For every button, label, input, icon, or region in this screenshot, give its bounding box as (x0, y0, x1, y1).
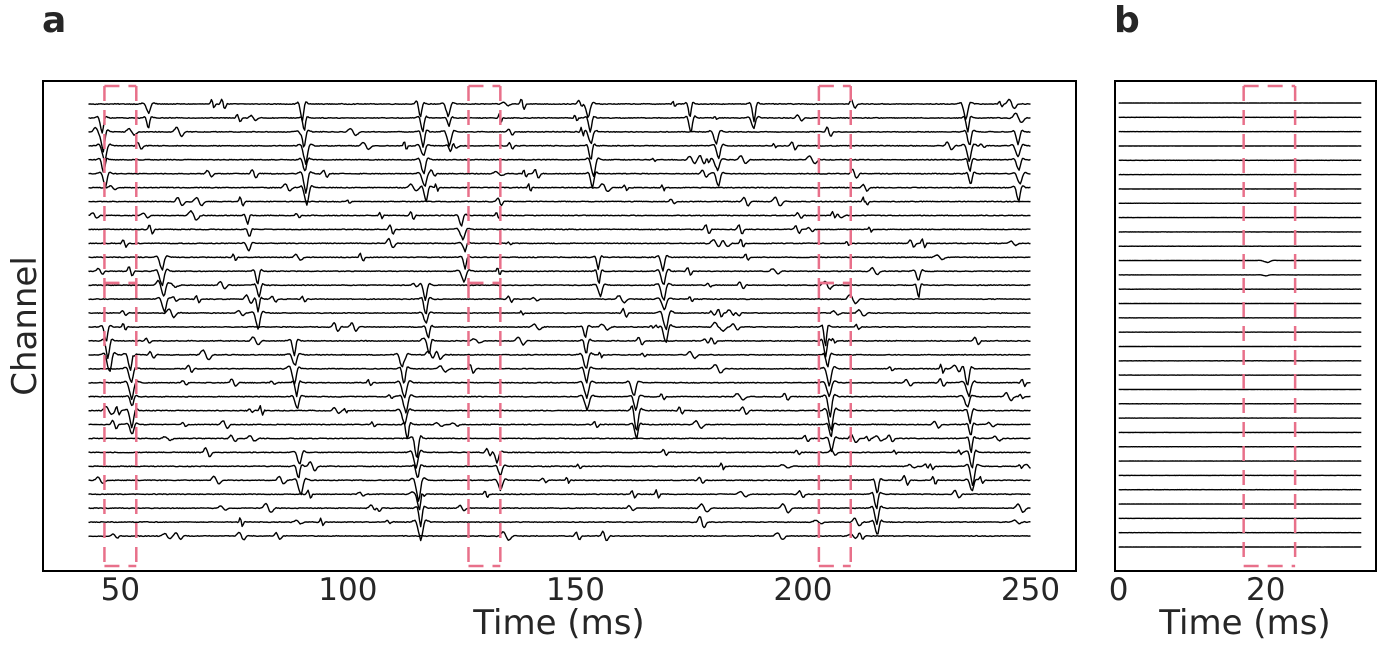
plot-area-b: 0 20 (1109, 80, 1377, 608)
channel-trace-12 (88, 266, 1031, 287)
channel-trace-11 (88, 252, 1031, 272)
channel-trace-4 (88, 155, 1031, 177)
highlight-window-upper-0 (103, 84, 138, 285)
channel-trace-15 (88, 307, 1031, 331)
channel-trace-12 (1118, 274, 1362, 277)
channel-trace-21 (88, 391, 1031, 418)
channel-trace-5 (88, 168, 1031, 194)
channel-trace-13 (88, 279, 1031, 301)
channel-trace-10 (88, 237, 1031, 253)
x-tick-label: 0 (1109, 572, 1129, 608)
channel-trace-11 (1118, 259, 1362, 264)
axes-frame (1114, 80, 1377, 572)
channel-trace-2 (88, 126, 1031, 153)
channel-trace-25 (88, 447, 1031, 469)
plot-area-a: 50 100 150 200 250 (42, 80, 1077, 608)
y-axis-label-a: Channel (5, 256, 45, 396)
highlight-window-upper-1 (467, 84, 502, 285)
channel-trace-6 (88, 183, 1031, 206)
channel-trace-14 (88, 294, 1031, 315)
channel-trace-17 (88, 336, 1031, 360)
channel-trace-24 (88, 433, 1031, 458)
channel-trace-0 (88, 98, 1031, 123)
x-axis-label-a: Time (ms) (472, 603, 644, 643)
channel-trace-23 (88, 419, 1031, 439)
channel-trace-1 (88, 112, 1031, 134)
channel-trace-28 (88, 489, 1031, 511)
x-tick-label: 150 (546, 572, 605, 608)
x-tick-label: 200 (773, 572, 832, 608)
channel-trace-8 (88, 210, 1031, 227)
highlight-window-0 (1242, 84, 1297, 568)
channel-trace-9 (88, 224, 1031, 241)
channel-trace-19 (88, 363, 1031, 387)
highlight-window-upper-2 (817, 84, 852, 285)
channel-trace-27 (88, 474, 1031, 502)
x-tick-label: 250 (1001, 572, 1060, 608)
x-axis-label-b: Time (ms) (1158, 603, 1330, 643)
channel-trace-29 (88, 502, 1031, 528)
axes-frame (42, 80, 1077, 572)
channel-trace-16 (88, 321, 1031, 347)
channel-trace-20 (88, 378, 1031, 401)
channel-trace-30 (88, 516, 1031, 542)
channel-trace-7 (88, 196, 1031, 207)
channel-trace-18 (88, 349, 1031, 372)
channel-trace-3 (88, 141, 1031, 165)
panel-label-b: b (1114, 0, 1140, 41)
x-tick-label: 20 (1246, 572, 1285, 608)
channel-trace-31 (88, 530, 1031, 542)
channel-trace-26 (88, 461, 1031, 487)
x-tick-label: 50 (101, 572, 140, 608)
panel-label-a: a (42, 0, 66, 41)
channel-trace-22 (88, 405, 1031, 431)
x-tick-label: 100 (318, 572, 377, 608)
